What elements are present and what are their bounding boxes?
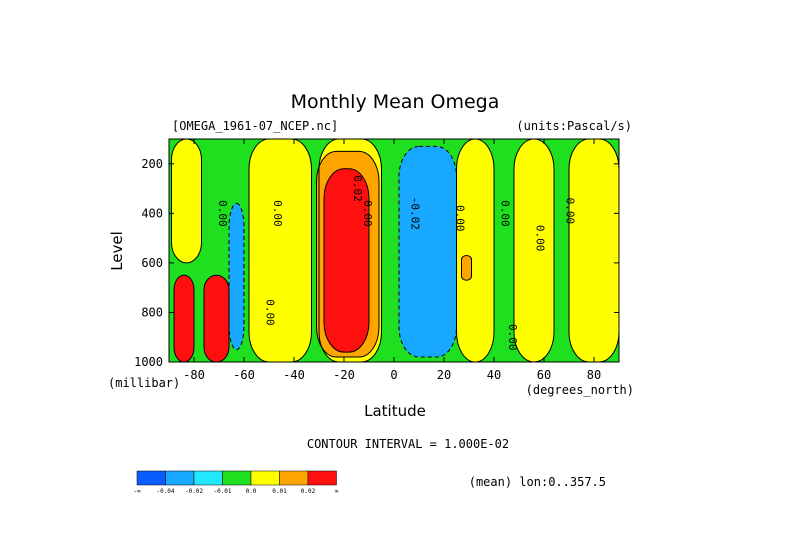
colorbar-swatch [165,470,195,486]
contour-region-neg_mid [229,203,244,350]
contour-line [456,139,495,362]
colorbar-swatch [222,470,252,486]
y-tick-label: 1000 [134,355,163,369]
chart-title: Monthly Mean Omega [291,91,500,113]
x-tick-label: -20 [333,368,355,382]
contour-line [398,145,457,358]
contour-line [318,139,382,362]
x-tick-label: 40 [487,368,501,382]
contour-label: 0.00 [361,200,374,227]
contour-region-zero [514,139,554,362]
contour-label: 0.00 [454,205,467,232]
x-axis-label: Latitude [364,402,426,420]
contour-line [228,202,245,351]
x-tick-label: -60 [233,368,255,382]
colorbar-swatch [250,470,280,486]
contour-line [323,168,370,353]
contour-line [316,150,380,358]
contour-label: 0.00 [271,200,284,227]
contour-label: 0.00 [564,198,577,225]
contour-line [248,139,312,362]
y-tick-label: 600 [141,256,163,270]
contour-region-zero [569,139,619,362]
contour-label-layer: 0.00 0.000.020.00 -0.02 0.00 0.000.000.000.0… [216,175,577,350]
contour-label: 0.00 [506,324,519,351]
x-tick-label: 80 [587,368,601,382]
colorbar-swatch [136,470,166,486]
contour-label: 0.00 [264,299,277,326]
colorbar-level-label: -0.01 [213,488,231,495]
colorbar-swatch [193,470,223,486]
y-axis: 200 400 600 800 1000 [134,157,619,369]
colorbar-swatch [307,470,337,486]
contour-label: 0.00 [534,225,547,252]
y-tick-label: 400 [141,206,163,220]
contour-interval-note: CONTOUR INTERVAL = 1.000E-02 [307,437,509,451]
contour-region-neg_mid [399,146,457,358]
contour-region-zero [171,139,202,263]
contour-line [171,139,202,264]
y-unit-label: (millibar) [108,376,180,390]
contour-region-pos_large [204,275,229,362]
contour-line-layer [171,139,619,362]
x-tick-label: 60 [537,368,551,382]
contour-label: 0.00 [499,200,512,227]
x-axis: -80 -60 -40 -20 0 20 40 60 80 [183,139,601,382]
contour-label: -0.02 [409,197,422,230]
x-tick-label: -80 [183,368,205,382]
y-tick-label: 800 [141,305,163,319]
contour-fill-layer [169,139,619,362]
contour-line [461,254,472,281]
mean-note: (mean) lon:0..357.5 [469,475,606,489]
contour-line [513,139,555,362]
colorbar: -∞ -0.04 -0.02 -0.01 0.0 0.01 0.02 ∞ [133,470,339,495]
x-tick-label: -40 [283,368,305,382]
colorbar-swatch [279,470,309,486]
contour-line [568,139,619,362]
contour-label: 0.00 [216,200,229,227]
y-axis-label: Level [108,231,126,271]
colorbar-level-label: ∞ [335,488,339,495]
y-tick-label: 200 [141,157,163,171]
colorbar-level-label: 0.02 [301,488,316,495]
colorbar-level-label: -∞ [133,488,141,495]
contour-region-pos_large [324,168,369,353]
contour-region-pos_small [461,255,472,281]
contour-label: 0.02 [351,175,364,202]
colorbar-level-label: 0.01 [272,488,287,495]
x-unit-label: (degrees_north) [526,383,634,397]
x-tick-label: 20 [437,368,451,382]
contour-region-pos_large [174,275,194,362]
colorbar-level-label: -0.02 [185,488,203,495]
contour-region-zero [456,139,494,362]
contour-region-zero [249,139,312,362]
units-label: (units:Pascal/s) [516,119,632,133]
x-tick-label: 0 [390,368,397,382]
file-label: [OMEGA_1961-07_NCEP.nc] [172,119,338,133]
colorbar-level-label: 0.0 [246,488,257,495]
colorbar-level-label: -0.04 [156,488,174,495]
